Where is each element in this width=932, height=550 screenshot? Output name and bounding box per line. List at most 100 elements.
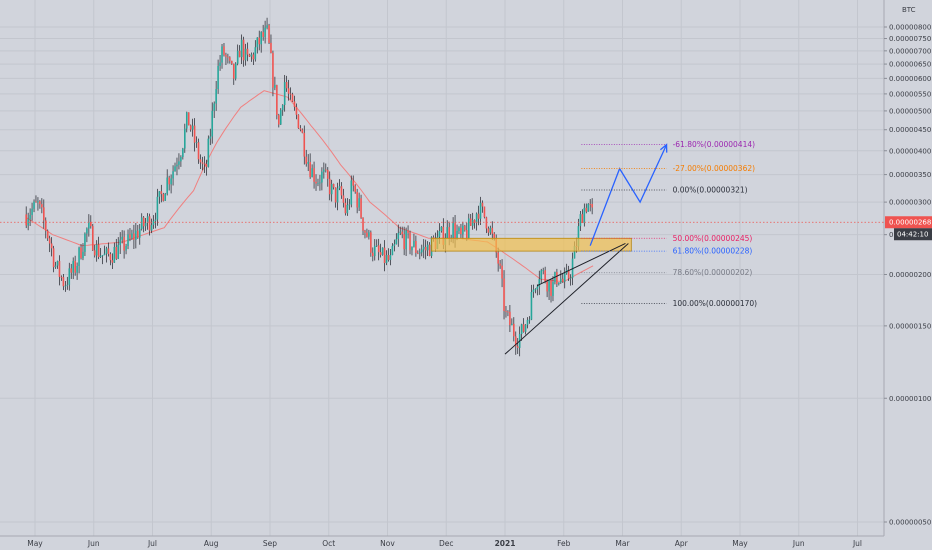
y-tick-label: 0.00000650 xyxy=(889,61,931,69)
candle-body xyxy=(383,247,386,264)
candle-body xyxy=(499,263,501,266)
candle-body xyxy=(152,220,155,225)
countdown-tag xyxy=(894,228,932,241)
y-tick-label: 0.00000750 xyxy=(889,35,931,43)
candle-body xyxy=(585,207,588,212)
candle-body xyxy=(526,319,529,325)
candle-body xyxy=(366,232,368,237)
candle-body xyxy=(31,208,33,215)
candle-body xyxy=(389,255,392,260)
fib-level-label: 78.60%(0.00000202) xyxy=(673,268,753,277)
candle-body xyxy=(573,246,576,259)
candle-body xyxy=(446,227,449,238)
candle-body xyxy=(561,278,564,282)
candle-body xyxy=(213,103,215,111)
candle-body xyxy=(211,110,214,137)
current-price-value: 0.00000268 xyxy=(889,219,931,227)
candle-body xyxy=(43,207,45,221)
x-tick-label: Feb xyxy=(557,539,571,548)
candle-body xyxy=(477,213,480,219)
candle-body xyxy=(377,245,380,253)
candle-body xyxy=(352,180,355,186)
candle-body xyxy=(125,246,127,251)
candle-body xyxy=(189,125,192,130)
candle-body xyxy=(315,181,317,184)
support-zone[interactable] xyxy=(431,237,632,252)
candle-body xyxy=(520,324,523,334)
candle-body xyxy=(187,112,190,126)
candle-body xyxy=(309,162,311,178)
candle-body xyxy=(82,251,84,259)
candle-body xyxy=(95,244,98,256)
candle-body xyxy=(229,57,231,61)
candles-layer xyxy=(25,17,593,357)
candle-body xyxy=(530,291,533,320)
candle-body xyxy=(579,214,582,227)
candle-body xyxy=(244,48,247,61)
candle-body xyxy=(140,217,143,229)
candle-body xyxy=(225,54,227,57)
candle-body xyxy=(144,222,147,227)
candle-body xyxy=(522,324,525,332)
candle-body xyxy=(393,244,396,246)
candle-body xyxy=(381,247,384,255)
y-tick-label: 0.00000450 xyxy=(889,126,931,134)
candle-body xyxy=(119,239,121,245)
candle-body xyxy=(101,255,104,256)
candle-body xyxy=(452,223,454,238)
candle-body xyxy=(540,270,543,280)
ascending-trendline[interactable] xyxy=(504,243,629,355)
candle-body xyxy=(454,223,456,239)
candle-body xyxy=(201,162,204,164)
candle-body xyxy=(379,252,382,255)
candle-body xyxy=(473,220,476,223)
candle-body xyxy=(164,193,167,201)
y-tick-label: 0.00000300 xyxy=(889,199,931,207)
candle-body xyxy=(91,226,94,251)
y-tick-label: 0.00000700 xyxy=(889,47,931,55)
candle-body xyxy=(491,227,494,234)
x-tick-label: Oct xyxy=(322,539,335,548)
x-tick-label: May xyxy=(27,539,43,548)
candle-body xyxy=(321,171,323,183)
candle-body xyxy=(542,270,544,272)
candle-body xyxy=(293,101,296,107)
candle-body xyxy=(372,252,374,257)
projection-path[interactable] xyxy=(589,144,668,246)
candle-body xyxy=(370,232,372,253)
candle-body xyxy=(93,250,96,256)
candle-body xyxy=(336,188,339,203)
candle-body xyxy=(511,323,513,326)
candle-body xyxy=(195,142,198,143)
candle-body xyxy=(135,230,137,240)
candle-body xyxy=(227,56,229,58)
candle-body xyxy=(54,265,57,268)
candle-body xyxy=(591,204,593,208)
candle-body xyxy=(217,65,219,90)
triangle-upper-line[interactable] xyxy=(537,242,626,286)
candle-body xyxy=(509,311,511,326)
candle-body xyxy=(391,245,394,256)
candle-body xyxy=(256,37,259,48)
drawings-layer xyxy=(0,143,884,355)
candle-body xyxy=(90,221,92,227)
candle-body xyxy=(295,106,298,115)
price-axis[interactable]: 0.00000800 0.00000750 0.00000700 0.00000650… xyxy=(884,24,931,527)
candle-body xyxy=(334,187,337,203)
candle-body xyxy=(456,230,458,239)
fib-level-label: 50.00%(0.00000245) xyxy=(673,234,753,243)
candle-body xyxy=(48,238,51,244)
candle-body xyxy=(344,202,347,214)
candle-body xyxy=(536,286,539,290)
candle-body xyxy=(330,183,333,195)
candle-body xyxy=(319,182,321,184)
candle-body xyxy=(138,228,141,238)
current-price-tag xyxy=(885,216,932,229)
candle-body xyxy=(39,201,41,205)
time-axis[interactable]: May Jun Jul Aug Sep Oct Nov Dec 2021 Feb Mar Apr May… xyxy=(27,539,862,548)
candle-body xyxy=(419,252,421,254)
candle-body xyxy=(146,216,149,223)
candle-body xyxy=(503,278,505,311)
